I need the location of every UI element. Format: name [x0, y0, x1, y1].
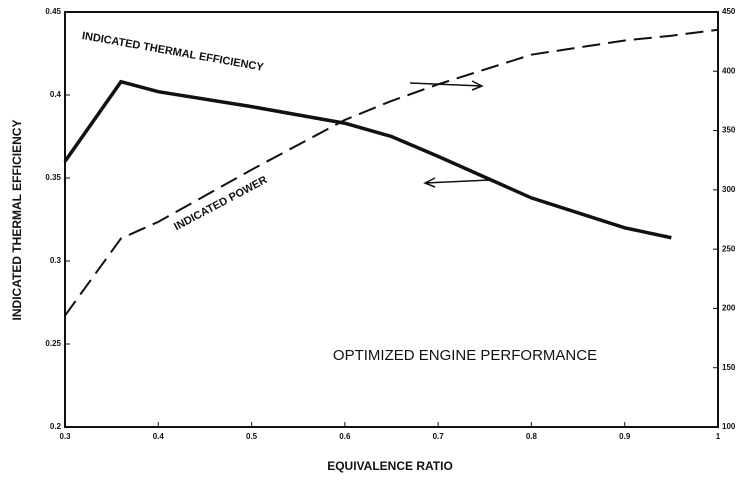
- y2-tick-label: 350: [722, 126, 736, 135]
- arrow: [409, 80, 484, 91]
- y-tick-label: 0.25: [45, 339, 61, 348]
- y2-tick-label: 100: [722, 422, 736, 431]
- y2-tick-label: 150: [722, 363, 736, 372]
- series-line: [63, 79, 672, 240]
- x-tick-label: 0.8: [526, 432, 538, 441]
- y-axis-label: INDICATED THERMAL EFFICIENCY: [10, 120, 24, 321]
- x-tick-label: 0.5: [246, 432, 258, 441]
- y2-tick-label: 450: [722, 7, 736, 16]
- y2-tick-label: 250: [722, 244, 736, 253]
- x-tick-label: 0.9: [619, 432, 631, 441]
- series-label: INDICATED POWER: [172, 174, 269, 233]
- arrows: [409, 80, 491, 188]
- series-line: [64, 28, 719, 317]
- x-tick-label: 0.3: [59, 432, 71, 441]
- x-tick-label: 0.6: [339, 432, 351, 441]
- y2-tick-label: 400: [722, 66, 736, 75]
- y2-tick-label: 300: [722, 185, 736, 194]
- y-tick-label: 0.35: [45, 173, 61, 182]
- y-tick-label: 0.45: [45, 7, 61, 16]
- plot-frame: [64, 11, 719, 428]
- x-axis-label: EQUIVALENCE RATIO: [327, 459, 453, 473]
- x-tick-label: 1: [716, 432, 721, 441]
- x-tick-label: 0.7: [433, 432, 445, 441]
- y-tick-label: 0.3: [50, 256, 62, 265]
- x-tick-label: 0.4: [153, 432, 165, 441]
- y-tick-label: 0.2: [50, 422, 62, 431]
- y2-tick-label: 200: [722, 304, 736, 313]
- arrow: [423, 177, 491, 188]
- y-tick-label: 0.4: [50, 90, 62, 99]
- chart-title: OPTIMIZED ENGINE PERFORMANCE: [333, 347, 597, 364]
- series-label: INDICATED THERMAL EFFICIENCY: [81, 30, 265, 74]
